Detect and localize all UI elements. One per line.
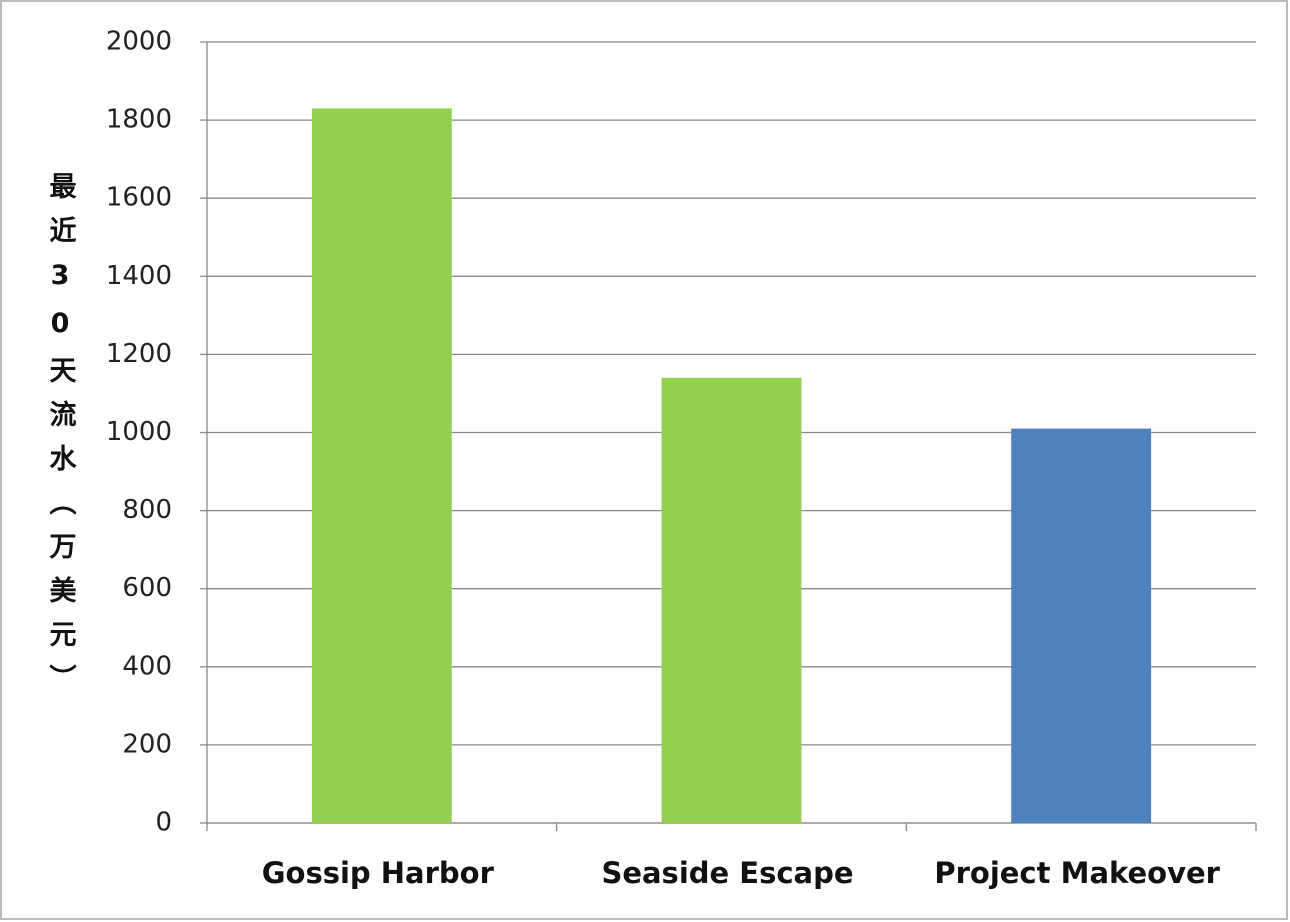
y-tick-label: 1800 [106, 105, 172, 135]
y-axis-label: 最近30天流水（万美元） [45, 172, 77, 708]
x-tick-label: Project Makeover [934, 856, 1220, 890]
y-tick-label: 200 [122, 729, 172, 759]
bar [661, 377, 802, 823]
x-tick-label: Seaside Escape [601, 856, 853, 890]
bar [1011, 428, 1152, 823]
y-tick-label: 800 [122, 495, 172, 525]
x-tick-label: Gossip Harbor [262, 856, 495, 890]
y-tick-label: 2000 [106, 27, 172, 57]
y-tick-label: 600 [122, 573, 172, 603]
y-tick-label: 1200 [106, 339, 172, 369]
y-tick-label: 400 [122, 651, 172, 681]
y-tick-label: 1600 [106, 183, 172, 213]
y-tick-label: 1400 [106, 261, 172, 291]
bar [311, 108, 452, 823]
y-tick-label: 1000 [106, 417, 172, 447]
y-tick-label: 0 [155, 808, 172, 838]
